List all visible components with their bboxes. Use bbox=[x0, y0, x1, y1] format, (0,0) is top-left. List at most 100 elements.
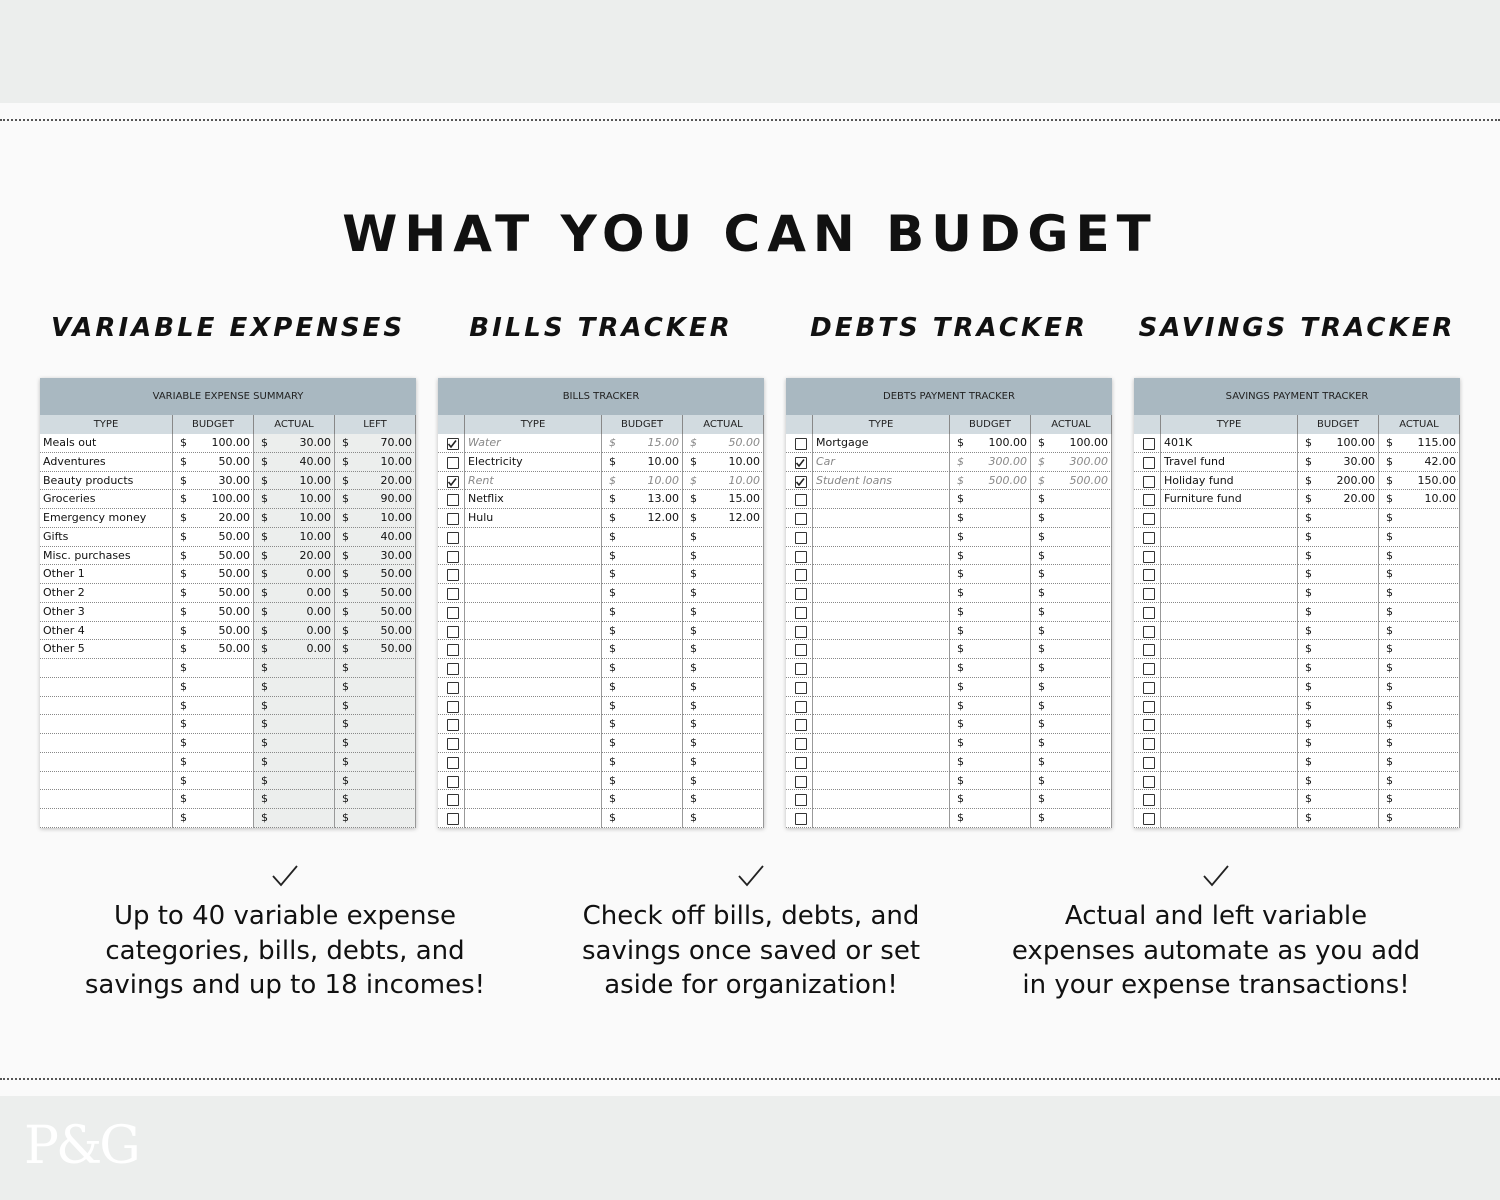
checkbox[interactable] bbox=[1143, 606, 1155, 619]
checkbox[interactable] bbox=[1143, 644, 1155, 657]
checkbox[interactable] bbox=[795, 756, 807, 769]
amount: 50.00 bbox=[380, 642, 413, 656]
currency-sign: $ bbox=[1386, 698, 1393, 712]
checkbox[interactable] bbox=[447, 625, 459, 638]
checkbox[interactable] bbox=[1143, 456, 1155, 469]
checkbox[interactable] bbox=[795, 700, 807, 713]
checkbox[interactable] bbox=[447, 756, 459, 769]
checkbox[interactable] bbox=[795, 794, 807, 807]
checkbox[interactable] bbox=[1143, 775, 1155, 788]
amount: 50.00 bbox=[380, 567, 413, 581]
table-row: $ $ bbox=[438, 659, 764, 678]
checkbox[interactable] bbox=[447, 681, 459, 694]
table-cell bbox=[1161, 734, 1298, 753]
table-cell bbox=[1161, 509, 1298, 528]
checkbox[interactable] bbox=[795, 625, 807, 638]
checkbox[interactable] bbox=[795, 588, 807, 601]
checkbox[interactable] bbox=[447, 794, 459, 807]
currency-sign: $ bbox=[690, 604, 697, 618]
checkbox[interactable] bbox=[795, 775, 807, 788]
checkbox[interactable] bbox=[1143, 700, 1155, 713]
checkbox[interactable] bbox=[447, 813, 459, 826]
item-name: Adventures bbox=[43, 454, 106, 468]
amount: 20.00 bbox=[299, 548, 332, 562]
amount: 300.00 bbox=[1069, 454, 1109, 468]
checkbox[interactable] bbox=[1143, 663, 1155, 676]
checkbox[interactable] bbox=[795, 738, 807, 751]
checkbox[interactable] bbox=[795, 475, 807, 488]
checkbox-cell bbox=[1134, 752, 1161, 772]
table-cell: Other 1 bbox=[40, 565, 173, 585]
checkbox[interactable] bbox=[795, 719, 807, 732]
table-row: $ $ bbox=[1134, 734, 1460, 753]
table-row: Electricity $10.00 $10.00 bbox=[438, 452, 764, 472]
checkbox[interactable] bbox=[447, 606, 459, 619]
checkbox[interactable] bbox=[1143, 756, 1155, 769]
checkbox[interactable] bbox=[1143, 494, 1155, 507]
checkbox[interactable] bbox=[795, 494, 807, 507]
table-cell: $12.00 bbox=[683, 509, 764, 528]
checkbox[interactable] bbox=[1143, 625, 1155, 638]
checkbox[interactable] bbox=[447, 738, 459, 751]
checkbox[interactable] bbox=[1143, 719, 1155, 732]
table-cell: Adventures bbox=[40, 452, 173, 472]
currency-sign: $ bbox=[180, 717, 187, 731]
currency-sign: $ bbox=[180, 454, 187, 468]
checkbox[interactable] bbox=[795, 606, 807, 619]
table-cell: $50.00 bbox=[173, 640, 254, 660]
checkbox[interactable] bbox=[447, 775, 459, 788]
checkbox[interactable] bbox=[447, 569, 459, 582]
checkbox[interactable] bbox=[1143, 438, 1155, 450]
checkbox[interactable] bbox=[795, 569, 807, 582]
item-name: Other 1 bbox=[43, 567, 85, 581]
checkbox[interactable] bbox=[795, 663, 807, 676]
checkbox[interactable] bbox=[447, 456, 459, 469]
checkbox[interactable] bbox=[447, 644, 459, 657]
checkbox[interactable] bbox=[795, 644, 807, 657]
currency-sign: $ bbox=[609, 623, 616, 637]
checkbox[interactable] bbox=[1143, 813, 1155, 826]
checkbox[interactable] bbox=[1143, 794, 1155, 807]
checkbox[interactable] bbox=[447, 494, 459, 507]
checkbox[interactable] bbox=[1143, 531, 1155, 544]
currency-sign: $ bbox=[1038, 548, 1045, 562]
table-row: $ $ bbox=[786, 790, 1112, 810]
checkbox[interactable] bbox=[447, 700, 459, 713]
checkbox[interactable] bbox=[447, 588, 459, 601]
checkbox[interactable] bbox=[447, 438, 459, 450]
feature-line: in your expense transactions! bbox=[1022, 970, 1410, 1000]
table-row: $ $ bbox=[1134, 509, 1460, 528]
checkbox[interactable] bbox=[795, 531, 807, 544]
currency-sign: $ bbox=[261, 717, 268, 731]
checkbox[interactable] bbox=[447, 719, 459, 732]
checkbox-cell bbox=[786, 734, 813, 753]
checkbox[interactable] bbox=[1143, 550, 1155, 563]
table-cell: $ bbox=[1298, 715, 1379, 735]
checkbox[interactable] bbox=[1143, 738, 1155, 751]
checkbox[interactable] bbox=[447, 475, 459, 488]
checkbox[interactable] bbox=[1143, 513, 1155, 526]
checkbox[interactable] bbox=[795, 513, 807, 526]
currency-sign: $ bbox=[1038, 773, 1045, 787]
checkbox[interactable] bbox=[1143, 681, 1155, 694]
currency-sign: $ bbox=[180, 623, 187, 637]
checkbox[interactable] bbox=[1143, 569, 1155, 582]
checkbox[interactable] bbox=[1143, 588, 1155, 601]
checkbox[interactable] bbox=[795, 681, 807, 694]
checkbox-cell bbox=[786, 677, 813, 697]
checkbox[interactable] bbox=[795, 813, 807, 826]
checkbox[interactable] bbox=[447, 513, 459, 526]
table-cell: $150.00 bbox=[1379, 471, 1460, 491]
table-cell: $ bbox=[173, 752, 254, 772]
amount: 50.00 bbox=[380, 623, 413, 637]
checkbox[interactable] bbox=[795, 456, 807, 469]
checkbox-cell bbox=[1134, 584, 1161, 603]
currency-sign: $ bbox=[1038, 811, 1045, 825]
table-cell: $ bbox=[683, 584, 764, 603]
checkbox[interactable] bbox=[447, 550, 459, 563]
checkbox[interactable] bbox=[795, 438, 807, 450]
checkbox[interactable] bbox=[447, 531, 459, 544]
checkbox[interactable] bbox=[1143, 475, 1155, 488]
checkbox[interactable] bbox=[795, 550, 807, 563]
checkbox[interactable] bbox=[447, 663, 459, 676]
